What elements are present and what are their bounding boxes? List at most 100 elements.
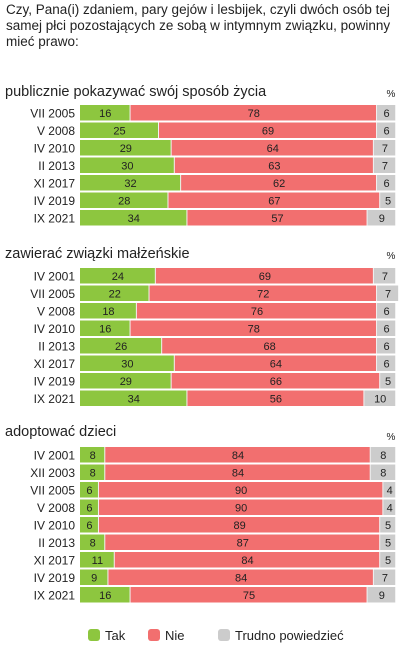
- category-label: V 2008: [37, 304, 75, 318]
- value-label-trudno: 7: [382, 160, 388, 172]
- bar-segment-tak: [80, 303, 136, 319]
- bar-segment-nie: [98, 517, 380, 533]
- value-label-tak: 29: [120, 143, 132, 155]
- bar-segment-trudno: [370, 464, 395, 480]
- bar-segment-trudno: [377, 122, 395, 138]
- bar-segment-nie: [149, 285, 377, 301]
- value-label-trudno: 10: [374, 393, 386, 405]
- category-label: IV 2019: [34, 194, 76, 208]
- category-label: XII 2003: [30, 466, 75, 480]
- category-label: IV 2019: [34, 571, 76, 585]
- value-label-nie: 56: [270, 393, 282, 405]
- bar-segment-trudno: [383, 482, 395, 498]
- bar-segment-trudno: [380, 192, 395, 208]
- bar-segment-trudno: [370, 447, 395, 463]
- legend-item-nie: Nie: [148, 628, 185, 643]
- category-label: IV 2019: [34, 374, 76, 388]
- value-label-tak: 30: [121, 358, 133, 370]
- category-label: IX 2021: [34, 211, 76, 225]
- value-label-nie: 67: [268, 195, 280, 207]
- bar-segment-tak: [80, 210, 187, 226]
- bar-segment-tak: [80, 552, 114, 568]
- bar-segment-tak: [80, 517, 98, 533]
- legend-swatch: [218, 629, 230, 641]
- category-label: II 2013: [38, 536, 75, 550]
- bar-segment-nie: [174, 157, 373, 173]
- bar-row: XI 2017 11 84 5: [34, 552, 396, 568]
- chart-section-1: publicznie pokazywać swój sposób życia % V…: [5, 84, 396, 226]
- bar-row: IV 2019 29 66 5: [34, 373, 396, 389]
- category-label: IV 2010: [34, 518, 76, 532]
- value-label-nie: 84: [232, 450, 244, 462]
- value-label-tak: 8: [90, 450, 96, 462]
- value-label-tak: 18: [102, 306, 114, 318]
- bar-segment-nie: [98, 482, 383, 498]
- legend-item-trudno: Trudno powiedzieć: [218, 628, 344, 643]
- bar-segment-trudno: [380, 534, 395, 550]
- value-label-trudno: 5: [385, 376, 391, 388]
- value-label-tak: 6: [86, 520, 92, 532]
- category-label: IX 2021: [34, 392, 76, 406]
- bar-segment-tak: [80, 122, 158, 138]
- value-label-trudno: 5: [385, 555, 391, 567]
- value-label-tak: 22: [109, 288, 121, 300]
- legend-label: Tak: [105, 628, 126, 643]
- percent-symbol: %: [387, 251, 396, 262]
- bar-row: IX 2021 34 56 10: [34, 390, 396, 406]
- bar-segment-nie: [105, 534, 380, 550]
- bar-segment-nie: [98, 499, 383, 515]
- category-label: II 2013: [38, 159, 75, 173]
- bar-row: II 2013 8 87 5: [38, 534, 396, 550]
- bar-segment-trudno: [367, 210, 395, 226]
- category-label: XI 2017: [34, 553, 76, 567]
- value-label-nie: 76: [251, 306, 263, 318]
- value-label-tak: 28: [118, 195, 130, 207]
- value-label-nie: 89: [233, 520, 245, 532]
- legend-swatch: [88, 629, 100, 641]
- value-label-tak: 34: [128, 393, 140, 405]
- percent-symbol: %: [387, 432, 396, 443]
- bar-segment-nie: [136, 303, 377, 319]
- category-label: V 2008: [37, 501, 75, 515]
- category-label: VII 2005: [30, 106, 75, 120]
- bar-segment-nie: [130, 320, 377, 336]
- value-label-trudno: 9: [379, 213, 385, 225]
- value-label-tak: 6: [86, 485, 92, 497]
- value-label-trudno: 8: [380, 467, 386, 479]
- value-label-tak: 6: [86, 502, 92, 514]
- value-label-nie: 69: [259, 271, 271, 283]
- category-label: IX 2021: [34, 588, 76, 602]
- value-label-trudno: 6: [383, 306, 389, 318]
- bar-segment-trudno: [377, 285, 399, 301]
- bar-segment-nie: [181, 175, 377, 191]
- bar-segment-trudno: [377, 338, 395, 354]
- section-title: publicznie pokazywać swój sposób życia: [5, 84, 267, 100]
- category-label: IV 2001: [34, 269, 76, 283]
- bar-segment-trudno: [380, 517, 395, 533]
- bar-segment-nie: [105, 447, 370, 463]
- value-label-nie: 64: [270, 358, 282, 370]
- value-label-trudno: 5: [385, 537, 391, 549]
- bar-segment-trudno: [367, 587, 395, 603]
- value-label-tak: 26: [115, 341, 127, 353]
- value-label-nie: 75: [243, 590, 255, 602]
- value-label-nie: 84: [232, 467, 244, 479]
- bar-row: II 2013 26 68 6: [38, 338, 396, 354]
- bar-segment-trudno: [373, 140, 395, 156]
- value-label-trudno: 7: [385, 288, 391, 300]
- value-label-nie: 57: [271, 213, 283, 225]
- bar-segment-tak: [80, 373, 171, 389]
- legend-item-tak: Tak: [88, 628, 126, 643]
- bar-row: IX 2021 34 57 9: [34, 210, 396, 226]
- bar-segment-trudno: [373, 569, 395, 585]
- category-label: IV 2001: [34, 448, 76, 462]
- bar-segment-nie: [108, 569, 373, 585]
- value-label-tak: 25: [113, 125, 125, 137]
- bar-segment-nie: [171, 373, 380, 389]
- value-label-tak: 32: [124, 178, 136, 190]
- value-label-trudno: 6: [383, 358, 389, 370]
- value-label-nie: 90: [235, 502, 247, 514]
- value-label-nie: 69: [262, 125, 274, 137]
- value-label-nie: 62: [273, 178, 285, 190]
